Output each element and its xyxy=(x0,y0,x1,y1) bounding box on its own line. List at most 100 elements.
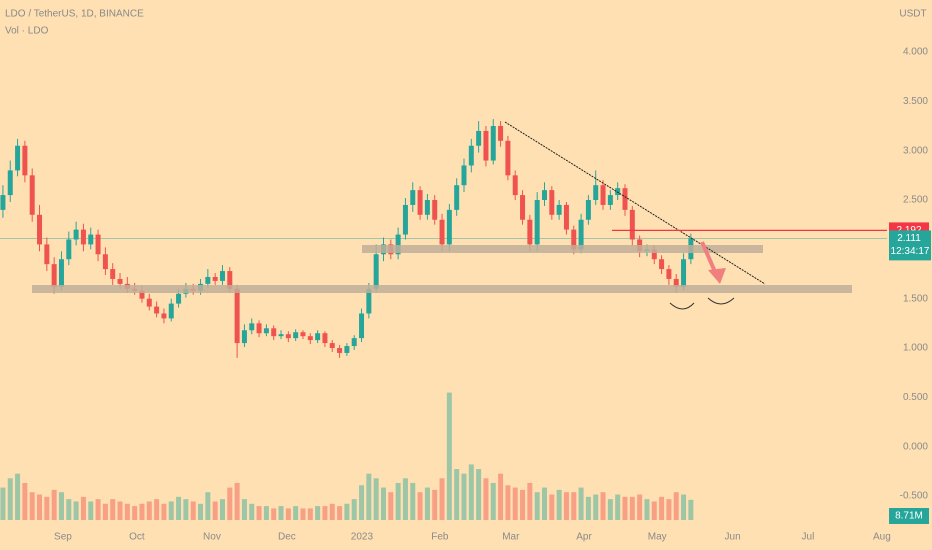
candle-body xyxy=(490,126,496,161)
arrow-shaft xyxy=(700,241,718,275)
volume-bar xyxy=(15,473,21,520)
volume-bar xyxy=(681,494,687,520)
plot xyxy=(0,119,887,520)
candle-body xyxy=(29,175,35,215)
candle-body xyxy=(146,298,152,307)
candle-body xyxy=(168,303,174,319)
volume-bar xyxy=(271,508,277,520)
candle-body xyxy=(439,219,445,245)
volume-bar xyxy=(73,501,79,520)
candle-body xyxy=(454,185,460,210)
volume-bar xyxy=(285,508,291,520)
candle-body xyxy=(578,219,584,250)
candle-body xyxy=(527,219,533,245)
volume-bar xyxy=(183,499,189,520)
volume-bar xyxy=(102,503,108,520)
candle-body xyxy=(673,278,679,287)
candle-body xyxy=(534,200,540,245)
candle-body xyxy=(293,332,299,339)
volume-bar xyxy=(66,499,72,520)
volume-bar xyxy=(263,506,269,520)
volume-bar xyxy=(51,489,57,520)
volume-bar xyxy=(7,478,13,520)
candle-body xyxy=(593,185,599,201)
x-tick-label: Jul xyxy=(802,532,815,543)
volume-bar xyxy=(212,501,218,520)
candle-body xyxy=(95,234,101,255)
volume-bar xyxy=(424,487,430,520)
trend-line xyxy=(504,121,766,285)
volume-bar xyxy=(88,501,94,520)
volume-bar xyxy=(249,503,255,520)
candle-body xyxy=(659,259,665,270)
candle-body xyxy=(73,229,79,240)
volume-bar xyxy=(541,487,547,520)
candle-body xyxy=(315,333,321,341)
volume-bar xyxy=(659,496,665,520)
countdown: 12:34:17 xyxy=(891,246,930,257)
candle-body xyxy=(651,249,657,260)
volume-bar xyxy=(498,473,504,520)
volume-bar xyxy=(0,487,6,520)
volume-bar xyxy=(673,492,679,520)
volume-bar xyxy=(549,494,555,520)
volume-bar xyxy=(227,487,233,520)
volume-label: 8.71M xyxy=(895,511,923,522)
volume-bar xyxy=(124,503,130,520)
volume-bar xyxy=(110,499,116,520)
volume-bar xyxy=(241,499,247,520)
chart-title: LDO / TetherUS, 1D, BINANCE xyxy=(5,9,144,20)
volume-bar xyxy=(117,501,123,520)
y-tick-label: 3.000 xyxy=(903,145,928,156)
candle-body xyxy=(117,278,123,284)
x-tick-label: Aug xyxy=(873,532,891,543)
x-tick-label: Dec xyxy=(278,532,296,543)
arrow-head xyxy=(708,268,726,284)
volume-bar xyxy=(651,501,657,520)
price-label: 2.111 xyxy=(897,233,921,244)
candle-body xyxy=(154,306,160,314)
volume-bar xyxy=(593,494,599,520)
candle-body xyxy=(161,313,167,319)
candle-body xyxy=(571,229,577,250)
volume-bar xyxy=(644,499,650,520)
volume-bar xyxy=(380,487,386,520)
y-tick-label: 0.000 xyxy=(903,441,928,452)
candle-body xyxy=(176,293,182,304)
volume-bar xyxy=(395,482,401,520)
volume-bar xyxy=(95,499,101,520)
candle-body xyxy=(205,276,211,284)
volume-bar xyxy=(139,503,145,520)
candle-body xyxy=(15,145,21,171)
candle-body xyxy=(520,195,526,220)
volume-bar xyxy=(432,489,438,520)
volume-bar xyxy=(629,496,635,520)
x-tick-label: Nov xyxy=(203,532,221,543)
candle-body xyxy=(505,140,511,176)
x-tick-label: Mar xyxy=(502,532,520,543)
x-tick-label: Oct xyxy=(129,532,145,543)
candle-body xyxy=(410,190,416,205)
candle-body xyxy=(51,264,57,287)
volume-bar xyxy=(132,506,138,520)
volume-bar xyxy=(571,492,577,520)
candle-body xyxy=(241,330,247,344)
x-tick-label: 2023 xyxy=(351,532,374,543)
candle-body xyxy=(44,244,50,265)
candle-body xyxy=(607,195,613,205)
volume-bar xyxy=(615,494,621,520)
volume-bar xyxy=(256,506,262,520)
volume-bar xyxy=(373,478,379,520)
volume-bar xyxy=(607,499,613,520)
volume-bar xyxy=(483,478,489,520)
volume-bar xyxy=(585,496,591,520)
candle-body xyxy=(344,346,350,353)
volume-bar xyxy=(666,499,672,520)
candle-body xyxy=(322,333,328,344)
volume-bar xyxy=(556,489,562,520)
candle-body xyxy=(227,271,233,289)
volume-bar xyxy=(219,499,225,520)
volume-bar xyxy=(520,489,526,520)
volume-bar xyxy=(337,506,343,520)
